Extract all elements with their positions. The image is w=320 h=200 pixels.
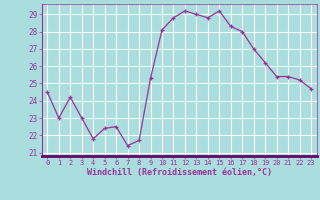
X-axis label: Windchill (Refroidissement éolien,°C): Windchill (Refroidissement éolien,°C) <box>87 168 272 177</box>
